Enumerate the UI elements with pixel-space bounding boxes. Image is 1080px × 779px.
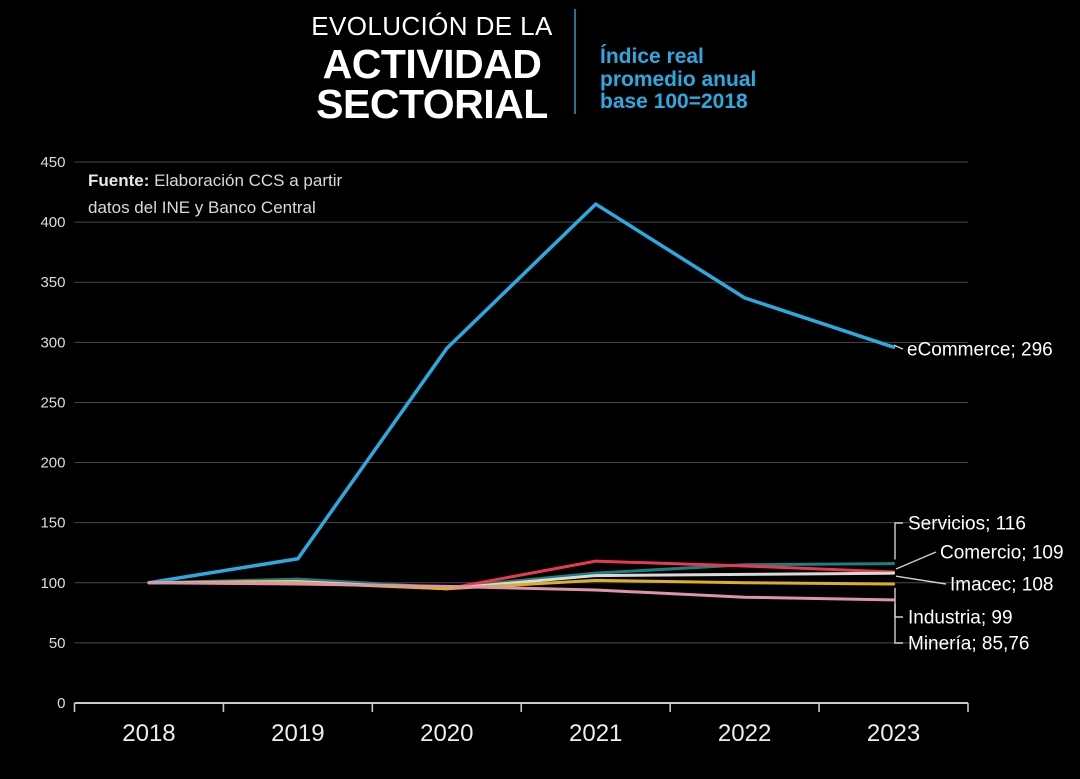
title-main-line1: ACTIVIDAD — [322, 40, 542, 87]
x-tick-label-2020: 2020 — [420, 720, 473, 747]
leader-servicios — [894, 522, 903, 560]
leader-imacec — [895, 575, 947, 585]
x-tick-label-2021: 2021 — [569, 720, 622, 747]
y-tick-label-200: 200 — [40, 455, 65, 472]
source-line-2: datos del INE y Banco Central — [88, 198, 316, 217]
chart-subtitle: Índice real promedio anual base 100=2018 — [600, 45, 757, 114]
subtitle-line-2: promedio anual — [600, 67, 757, 91]
y-tick-label-0: 0 — [57, 695, 65, 712]
y-tick-label-450: 450 — [40, 154, 65, 171]
header-divider — [574, 9, 576, 114]
subtitle-line-3: base 100=2018 — [600, 90, 748, 114]
series-end-label-industria: Industria; 99 — [908, 608, 1013, 629]
source-line-1: Fuente: Elaboración CCS a partir — [88, 167, 342, 194]
leader-minería — [894, 603, 903, 644]
source-note: Fuente: Elaboración CCS a partir datos d… — [88, 167, 342, 221]
source-text-1: Elaboración CCS a partir — [149, 171, 343, 190]
x-tick-label-2018: 2018 — [122, 720, 175, 747]
series-end-label-comercio: Comercio; 109 — [940, 543, 1064, 564]
title-main-line2: SECTORIAL — [316, 81, 548, 128]
series-end-label-ecommerce: eCommerce; 296 — [907, 340, 1053, 361]
x-tick-label-2022: 2022 — [718, 720, 771, 747]
y-tick-label-400: 400 — [40, 214, 65, 231]
series-end-label-imacec: Imacec; 108 — [950, 575, 1054, 596]
series-line-minería — [147, 581, 896, 602]
series-line-ecommerce — [147, 202, 896, 585]
source-label: Fuente: — [88, 171, 150, 190]
subtitle-line-1: Índice real — [600, 45, 704, 68]
chart-title-block: EVOLUCIÓN DE LA ACTIVIDAD SECTORIAL — [282, 10, 582, 128]
leader-industria — [894, 587, 903, 618]
title-kicker: EVOLUCIÓN DE LA — [311, 11, 553, 41]
series-line-servicios — [147, 562, 896, 590]
y-tick-label-150: 150 — [40, 515, 65, 532]
y-tick-label-100: 100 — [40, 575, 65, 592]
leader-ecommerce — [893, 344, 904, 350]
series-end-label-minería: Minería; 85,76 — [908, 634, 1029, 655]
y-tick-label-350: 350 — [40, 274, 65, 291]
x-tick-label-2023: 2023 — [867, 720, 920, 747]
y-tick-label-50: 50 — [49, 635, 66, 652]
y-tick-label-300: 300 — [40, 334, 65, 351]
series-end-label-servicios: Servicios; 116 — [908, 514, 1026, 535]
x-tick-label-2019: 2019 — [271, 720, 324, 747]
y-tick-label-250: 250 — [40, 394, 65, 411]
leader-comercio — [895, 551, 937, 570]
